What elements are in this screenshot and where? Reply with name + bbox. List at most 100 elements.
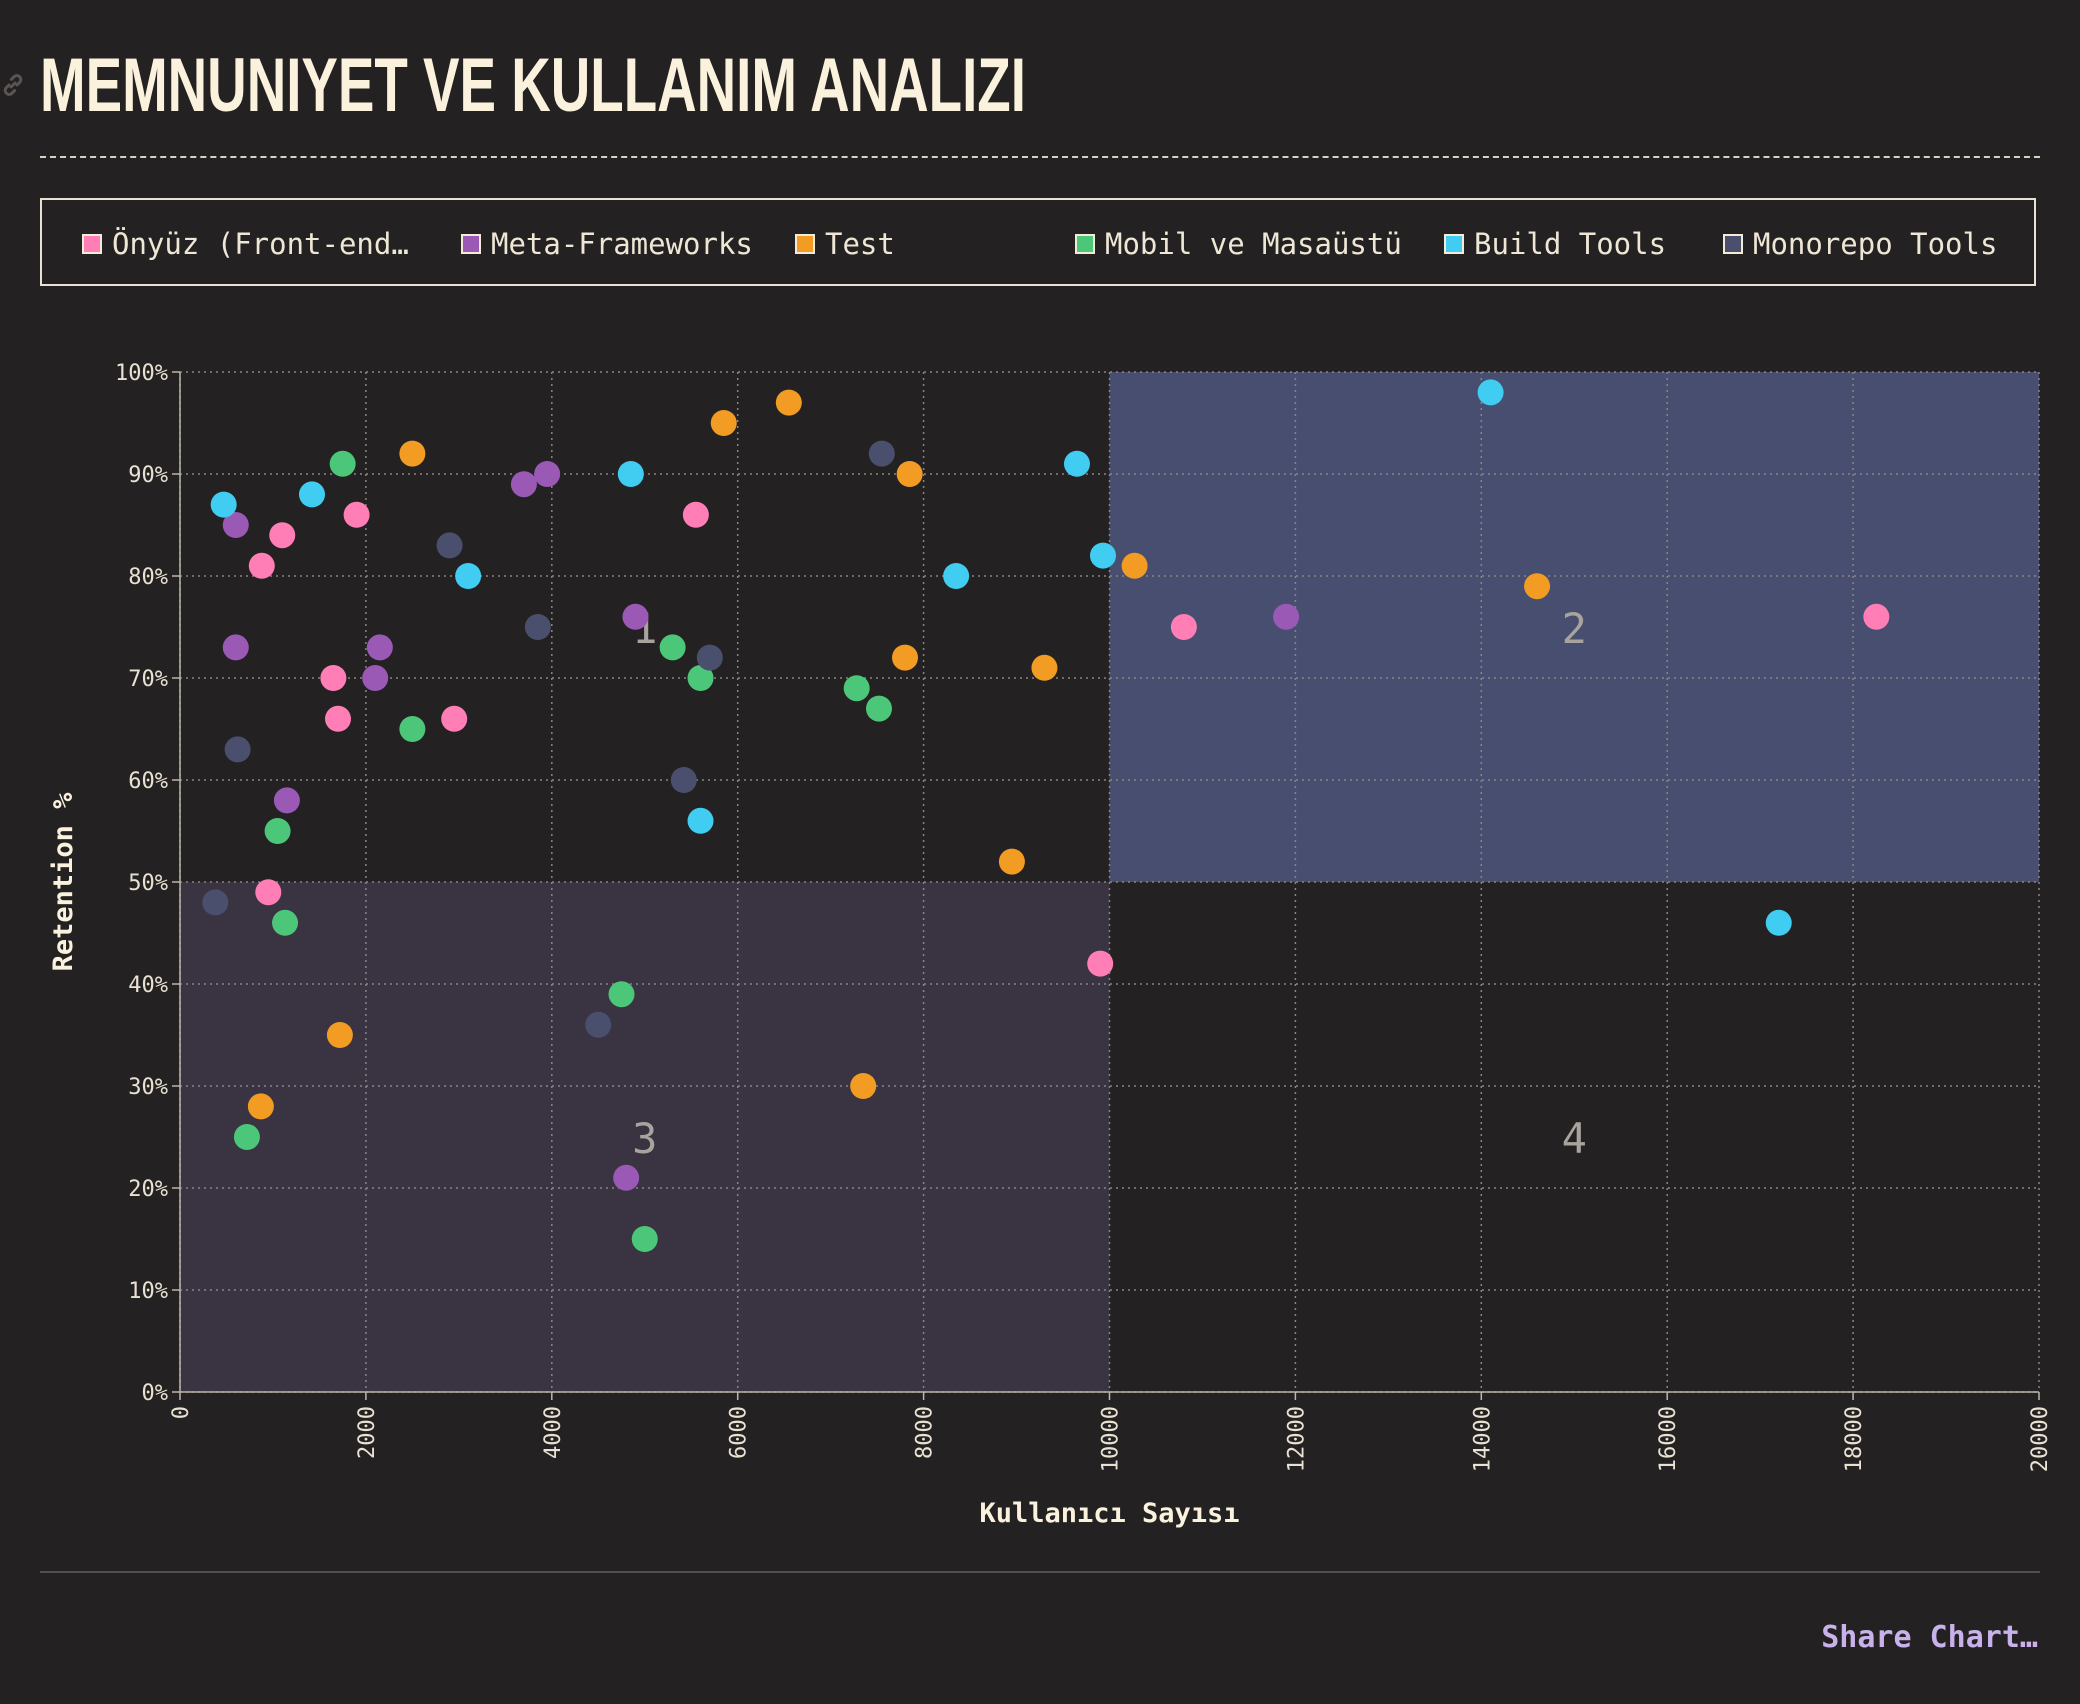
- data-point: [1863, 603, 1890, 630]
- data-point: [202, 889, 229, 916]
- x-axis-title: Kullanıcı Sayısı: [979, 1498, 1239, 1529]
- data-point: [399, 440, 426, 467]
- data-point: [865, 695, 892, 722]
- x-tick-label: 18000: [1842, 1406, 1867, 1472]
- data-point: [233, 1124, 260, 1150]
- x-tick-label: 2000: [355, 1406, 380, 1459]
- data-point: [326, 1022, 353, 1048]
- data-point: [1121, 552, 1148, 579]
- data-point: [659, 634, 686, 661]
- data-point: [343, 501, 370, 528]
- data-point: [1170, 614, 1197, 640]
- legend-item-build-tools[interactable]: Build Tools: [1444, 200, 1666, 288]
- legend-item-monorepo-tools[interactable]: Monorepo Tools: [1723, 200, 1997, 288]
- legend-label: Mobil ve Masaüstü: [1105, 227, 1402, 261]
- data-point: [892, 644, 919, 671]
- y-tick-label: 80%: [128, 565, 168, 590]
- data-point: [399, 716, 426, 742]
- x-tick-label: 4000: [541, 1406, 566, 1459]
- data-point: [362, 665, 389, 691]
- series-group: [202, 440, 895, 1038]
- data-point: [273, 787, 300, 814]
- data-point: [775, 389, 802, 416]
- data-point: [687, 807, 714, 834]
- data-point: [269, 522, 296, 549]
- data-point: [843, 675, 870, 702]
- data-point: [320, 665, 347, 691]
- y-tick-label: 30%: [128, 1075, 168, 1100]
- data-point: [510, 471, 537, 498]
- data-point: [631, 1226, 658, 1252]
- legend-swatch: [1444, 234, 1464, 254]
- data-point: [272, 909, 299, 936]
- series-group: [210, 379, 1792, 936]
- data-point: [210, 491, 237, 518]
- legend-item-test[interactable]: Test: [795, 200, 895, 288]
- quadrant-label: 2: [1562, 604, 1587, 653]
- legend-label: Build Tools: [1474, 227, 1667, 261]
- data-point: [622, 603, 649, 630]
- data-point: [1031, 654, 1058, 681]
- data-point: [585, 1011, 612, 1038]
- data-point: [696, 644, 723, 671]
- data-point: [998, 848, 1025, 875]
- legend-item-mobile-desktop[interactable]: Mobil ve Masaüstü: [1075, 200, 1402, 288]
- data-point: [366, 634, 393, 661]
- data-point: [1089, 542, 1116, 569]
- data-point: [617, 461, 644, 487]
- data-point: [710, 410, 737, 436]
- data-point: [613, 1164, 640, 1191]
- y-tick-label: 90%: [128, 463, 168, 488]
- data-point: [524, 614, 551, 640]
- legend-label: Önyüz (Front-end…: [112, 227, 409, 261]
- data-point: [868, 440, 895, 467]
- data-point: [325, 705, 352, 732]
- y-tick-label: 10%: [128, 1279, 168, 1304]
- quadrant-label: 4: [1562, 1114, 1587, 1163]
- legend-swatch: [82, 234, 102, 254]
- data-point: [264, 818, 291, 844]
- x-tick-label: 6000: [727, 1406, 752, 1459]
- legend-swatch: [461, 234, 481, 254]
- data-point: [687, 665, 714, 691]
- legend-item-frontend[interactable]: Önyüz (Front-end…: [82, 200, 409, 288]
- y-tick-label: 70%: [128, 667, 168, 692]
- data-point: [247, 1093, 274, 1120]
- title-divider: [40, 156, 2040, 158]
- series-group: [222, 461, 1300, 1191]
- data-point: [455, 563, 482, 589]
- y-axis-title: Retention %: [48, 792, 79, 972]
- data-point: [222, 512, 249, 538]
- y-tick-label: 40%: [128, 973, 168, 998]
- data-point: [1063, 450, 1090, 477]
- y-tick-label: 100%: [115, 361, 168, 386]
- legend-label: Meta-Frameworks: [491, 227, 753, 261]
- quadrant-label: 3: [632, 1114, 657, 1163]
- x-tick-label: 20000: [2028, 1406, 2053, 1472]
- legend-item-meta-frameworks[interactable]: Meta-Frameworks: [461, 200, 753, 288]
- data-point: [896, 461, 923, 487]
- data-point: [682, 501, 709, 528]
- x-tick-label: 8000: [913, 1406, 938, 1459]
- data-point: [1273, 603, 1300, 630]
- y-tick-label: 0%: [142, 1381, 169, 1406]
- legend-label: Monorepo Tools: [1753, 227, 1998, 261]
- page-title: MEMNUNIYET VE KULLANIM ANALIZI: [40, 43, 1026, 128]
- legend-label: Test: [825, 227, 895, 261]
- data-point: [224, 736, 251, 763]
- y-tick-label: 20%: [128, 1177, 168, 1202]
- data-point: [255, 879, 282, 906]
- quadrant-4-area: [1109, 882, 2039, 1392]
- series-group: [247, 389, 1551, 1120]
- data-point: [1477, 379, 1504, 406]
- share-chart-button[interactable]: Share Chart…: [1821, 1620, 2038, 1655]
- data-point: [441, 705, 468, 732]
- series-group: [233, 450, 892, 1252]
- link-icon[interactable]: [0, 72, 26, 98]
- data-point: [298, 481, 325, 508]
- data-point: [534, 461, 561, 487]
- x-tick-label: 16000: [1656, 1406, 1681, 1472]
- x-tick-label: 12000: [1284, 1406, 1309, 1472]
- data-point: [248, 552, 275, 579]
